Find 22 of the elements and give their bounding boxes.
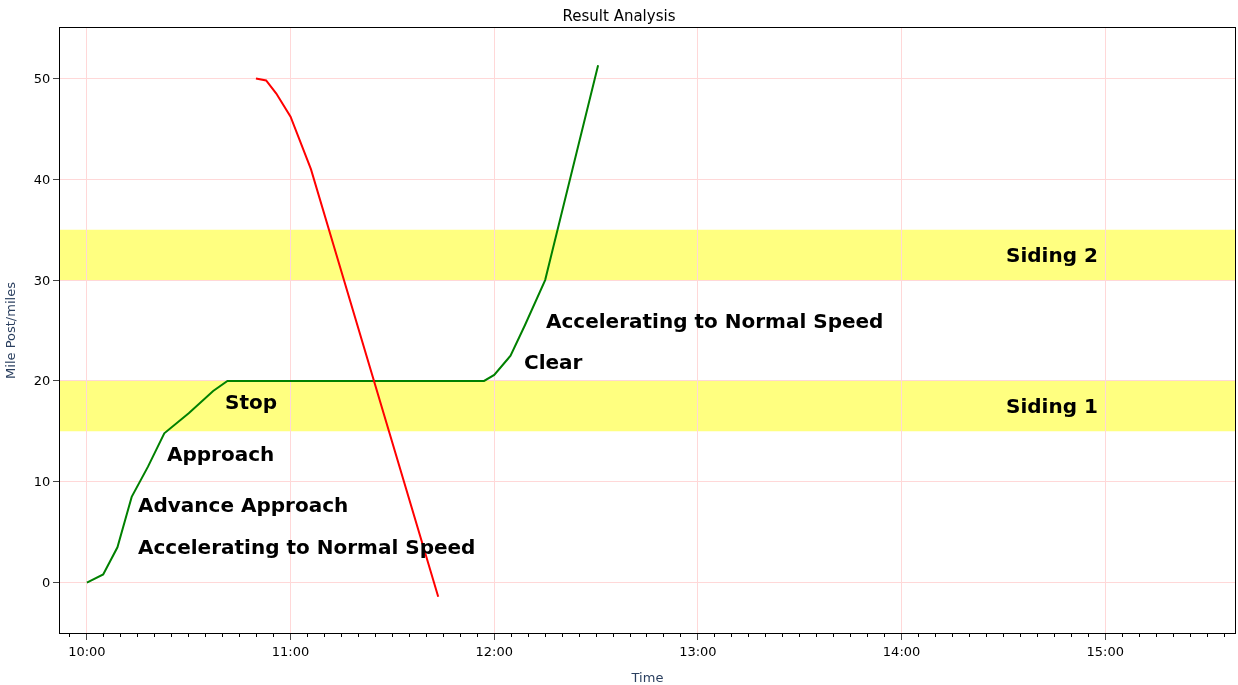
x-tick-label: 11:00 bbox=[271, 643, 310, 659]
x-tick-label: 13:00 bbox=[679, 643, 717, 659]
band-label: Siding 2 bbox=[1006, 243, 1098, 267]
annotation: Stop bbox=[225, 390, 278, 414]
y-tick-label: 40 bbox=[33, 171, 51, 187]
annotation: Approach bbox=[167, 442, 275, 466]
y-tick-label: 10 bbox=[33, 474, 51, 490]
x-tick-label: 10:00 bbox=[68, 643, 106, 659]
y-tick-label: 30 bbox=[33, 272, 51, 288]
annotation: Advance Approach bbox=[138, 493, 349, 517]
x-tick-label: 12:00 bbox=[475, 643, 513, 659]
chart-title: Result Analysis bbox=[562, 6, 676, 25]
annotation: Accelerating to Normal Speed bbox=[546, 309, 884, 333]
x-tick-label: 15:00 bbox=[1086, 643, 1124, 659]
y-tick-label: 0 bbox=[42, 575, 51, 591]
y-tick-label: 50 bbox=[33, 70, 51, 86]
x-axis-title: Time bbox=[630, 670, 664, 685]
x-tick-label: 14:00 bbox=[882, 643, 921, 659]
y-tick-label: 20 bbox=[33, 373, 51, 389]
annotation: Clear bbox=[524, 350, 583, 374]
band-label: Siding 1 bbox=[1006, 394, 1098, 418]
y-axis-title: Mile Post/miles bbox=[2, 281, 18, 379]
